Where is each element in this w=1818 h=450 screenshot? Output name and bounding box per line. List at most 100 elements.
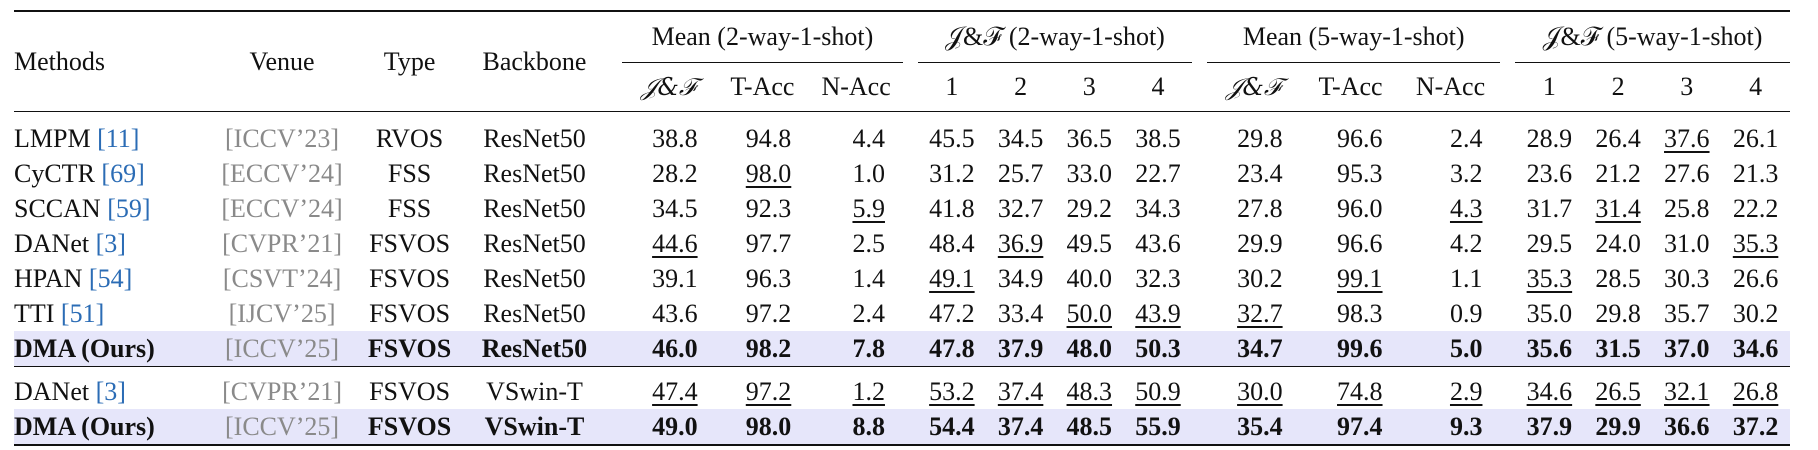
value-text: 31.0 — [1664, 228, 1710, 258]
value-text: 97.4 — [1337, 411, 1383, 441]
value-text: 95.3 — [1337, 158, 1383, 188]
header-metric-tacc: T-Acc — [1318, 72, 1383, 101]
citation-link[interactable]: [3] — [95, 228, 126, 258]
value-text: 34.7 — [1237, 333, 1283, 363]
value-text: 7.8 — [852, 333, 885, 363]
citation-link[interactable]: [59] — [107, 193, 151, 223]
citation-link[interactable]: [3] — [95, 377, 126, 406]
value-text: 9.3 — [1449, 411, 1483, 441]
header-backbone: Backbone — [461, 10, 608, 112]
value-text: 32.3 — [1135, 263, 1181, 293]
header-methods: Methods — [14, 10, 207, 112]
value-cell: 32.7 — [986, 191, 1055, 226]
value-text: 38.8 — [652, 124, 698, 153]
value-text: 39.1 — [652, 263, 698, 293]
value-cell: 44.6 — [622, 226, 716, 261]
value-text: 74.8 — [1337, 377, 1383, 406]
value-cell: 50.9 — [1123, 366, 1193, 409]
value-text: 28.9 — [1526, 124, 1573, 153]
value-cell: 26.5 — [1583, 366, 1653, 409]
value-text: 34.3 — [1135, 193, 1181, 223]
backbone-cell: ResNet50 — [483, 263, 586, 293]
column-gap — [607, 111, 622, 156]
value-text: 37.9 — [997, 333, 1044, 363]
value-text: 26.6 — [1732, 263, 1779, 293]
header-group-mean-2way: Mean (2-way-1-shot) — [621, 10, 903, 63]
value-text: 29.5 — [1526, 228, 1573, 258]
method-name: DANet — [14, 228, 90, 258]
column-gap — [903, 156, 918, 191]
table-row: HPAN [54] [CSVT’24] FSVOS ResNet50 39.1 96.3 1… — [14, 261, 1790, 296]
value-text: 36.9 — [997, 228, 1044, 258]
header-fold-3: 3 — [1082, 72, 1096, 101]
value-text: 3.2 — [1449, 158, 1483, 188]
venue-cell: [CVPR’21] — [222, 228, 342, 258]
method-name: LMPM — [14, 124, 91, 153]
value-text: 47.8 — [929, 333, 975, 363]
citation-link[interactable]: [69] — [101, 158, 145, 188]
backbone-cell: ResNet50 — [461, 111, 608, 156]
value-cell: 43.9 — [1124, 296, 1193, 331]
citation-link[interactable]: [54] — [88, 263, 133, 293]
value-text: 44.6 — [652, 228, 698, 258]
value-text: 34.6 — [1732, 333, 1779, 363]
value-cell: 26.1 — [1721, 111, 1790, 156]
value-text: 48.4 — [929, 228, 975, 258]
value-text: 35.4 — [1237, 411, 1283, 441]
value-cell: 35.7 — [1652, 296, 1721, 331]
value-cell: 98.0 — [716, 156, 810, 191]
value-text: 36.6 — [1664, 411, 1710, 441]
column-gap — [1500, 366, 1516, 409]
value-cell: 0.9 — [1401, 296, 1501, 331]
value-cell: 43.6 — [1124, 226, 1193, 261]
value-text: 37.4 — [997, 377, 1044, 406]
value-cell: 33.0 — [1055, 156, 1124, 191]
value-text: 94.8 — [745, 124, 792, 153]
value-cell: 34.6 — [1721, 331, 1790, 367]
backbone-cell: ResNet50 — [483, 298, 586, 328]
value-cell: 2.9 — [1400, 366, 1501, 409]
value-cell: 50.3 — [1123, 331, 1193, 367]
value-cell: 36.6 — [1652, 409, 1722, 446]
value-cell: 5.9 — [809, 191, 903, 226]
value-text: 4.2 — [1449, 228, 1483, 258]
method-cell: DANet [3] — [14, 366, 207, 409]
value-cell: 3.2 — [1401, 156, 1501, 191]
value-text: 49.5 — [1066, 228, 1113, 258]
value-text: 98.3 — [1337, 298, 1383, 328]
value-text: 96.6 — [1337, 228, 1383, 258]
value-cell: 8.8 — [809, 409, 903, 446]
value-cell: 32.7 — [1207, 296, 1301, 331]
value-text: 96.3 — [745, 263, 792, 293]
column-gap — [903, 191, 918, 226]
column-gap — [1192, 296, 1207, 331]
method-cell: DMA (Ours) — [14, 331, 207, 367]
value-cell: 35.0 — [1515, 296, 1584, 331]
value-text: 49.0 — [652, 411, 698, 441]
value-cell: 32.3 — [1124, 261, 1193, 296]
value-text: 34.9 — [997, 263, 1044, 293]
citation-link[interactable]: [51] — [60, 298, 105, 328]
citation-link[interactable]: [11] — [97, 124, 140, 153]
value-text: 25.7 — [997, 158, 1044, 188]
value-text: 1.0 — [852, 158, 885, 188]
value-text: 35.3 — [1526, 263, 1573, 293]
column-gap — [1192, 226, 1207, 261]
value-text: 32.1 — [1664, 377, 1710, 406]
value-text: 2.4 — [852, 298, 885, 328]
value-cell: 41.8 — [918, 191, 987, 226]
method-cell: DMA (Ours) — [14, 409, 207, 446]
value-text: 29.8 — [1595, 298, 1641, 328]
value-text: 32.7 — [997, 193, 1044, 223]
method-cell: CyCTR [69] — [14, 156, 207, 191]
column-gap — [903, 296, 918, 331]
value-cell: 49.0 — [621, 409, 716, 446]
value-cell: 30.3 — [1652, 261, 1721, 296]
value-cell: 37.0 — [1652, 331, 1722, 367]
method-name: CyCTR — [14, 158, 95, 188]
value-text: 1.1 — [1449, 263, 1483, 293]
value-cell: 29.9 — [1583, 409, 1653, 446]
value-cell: 36.9 — [986, 226, 1055, 261]
backbone-cell: VSwin-T — [461, 409, 608, 446]
value-cell: 31.4 — [1584, 191, 1653, 226]
